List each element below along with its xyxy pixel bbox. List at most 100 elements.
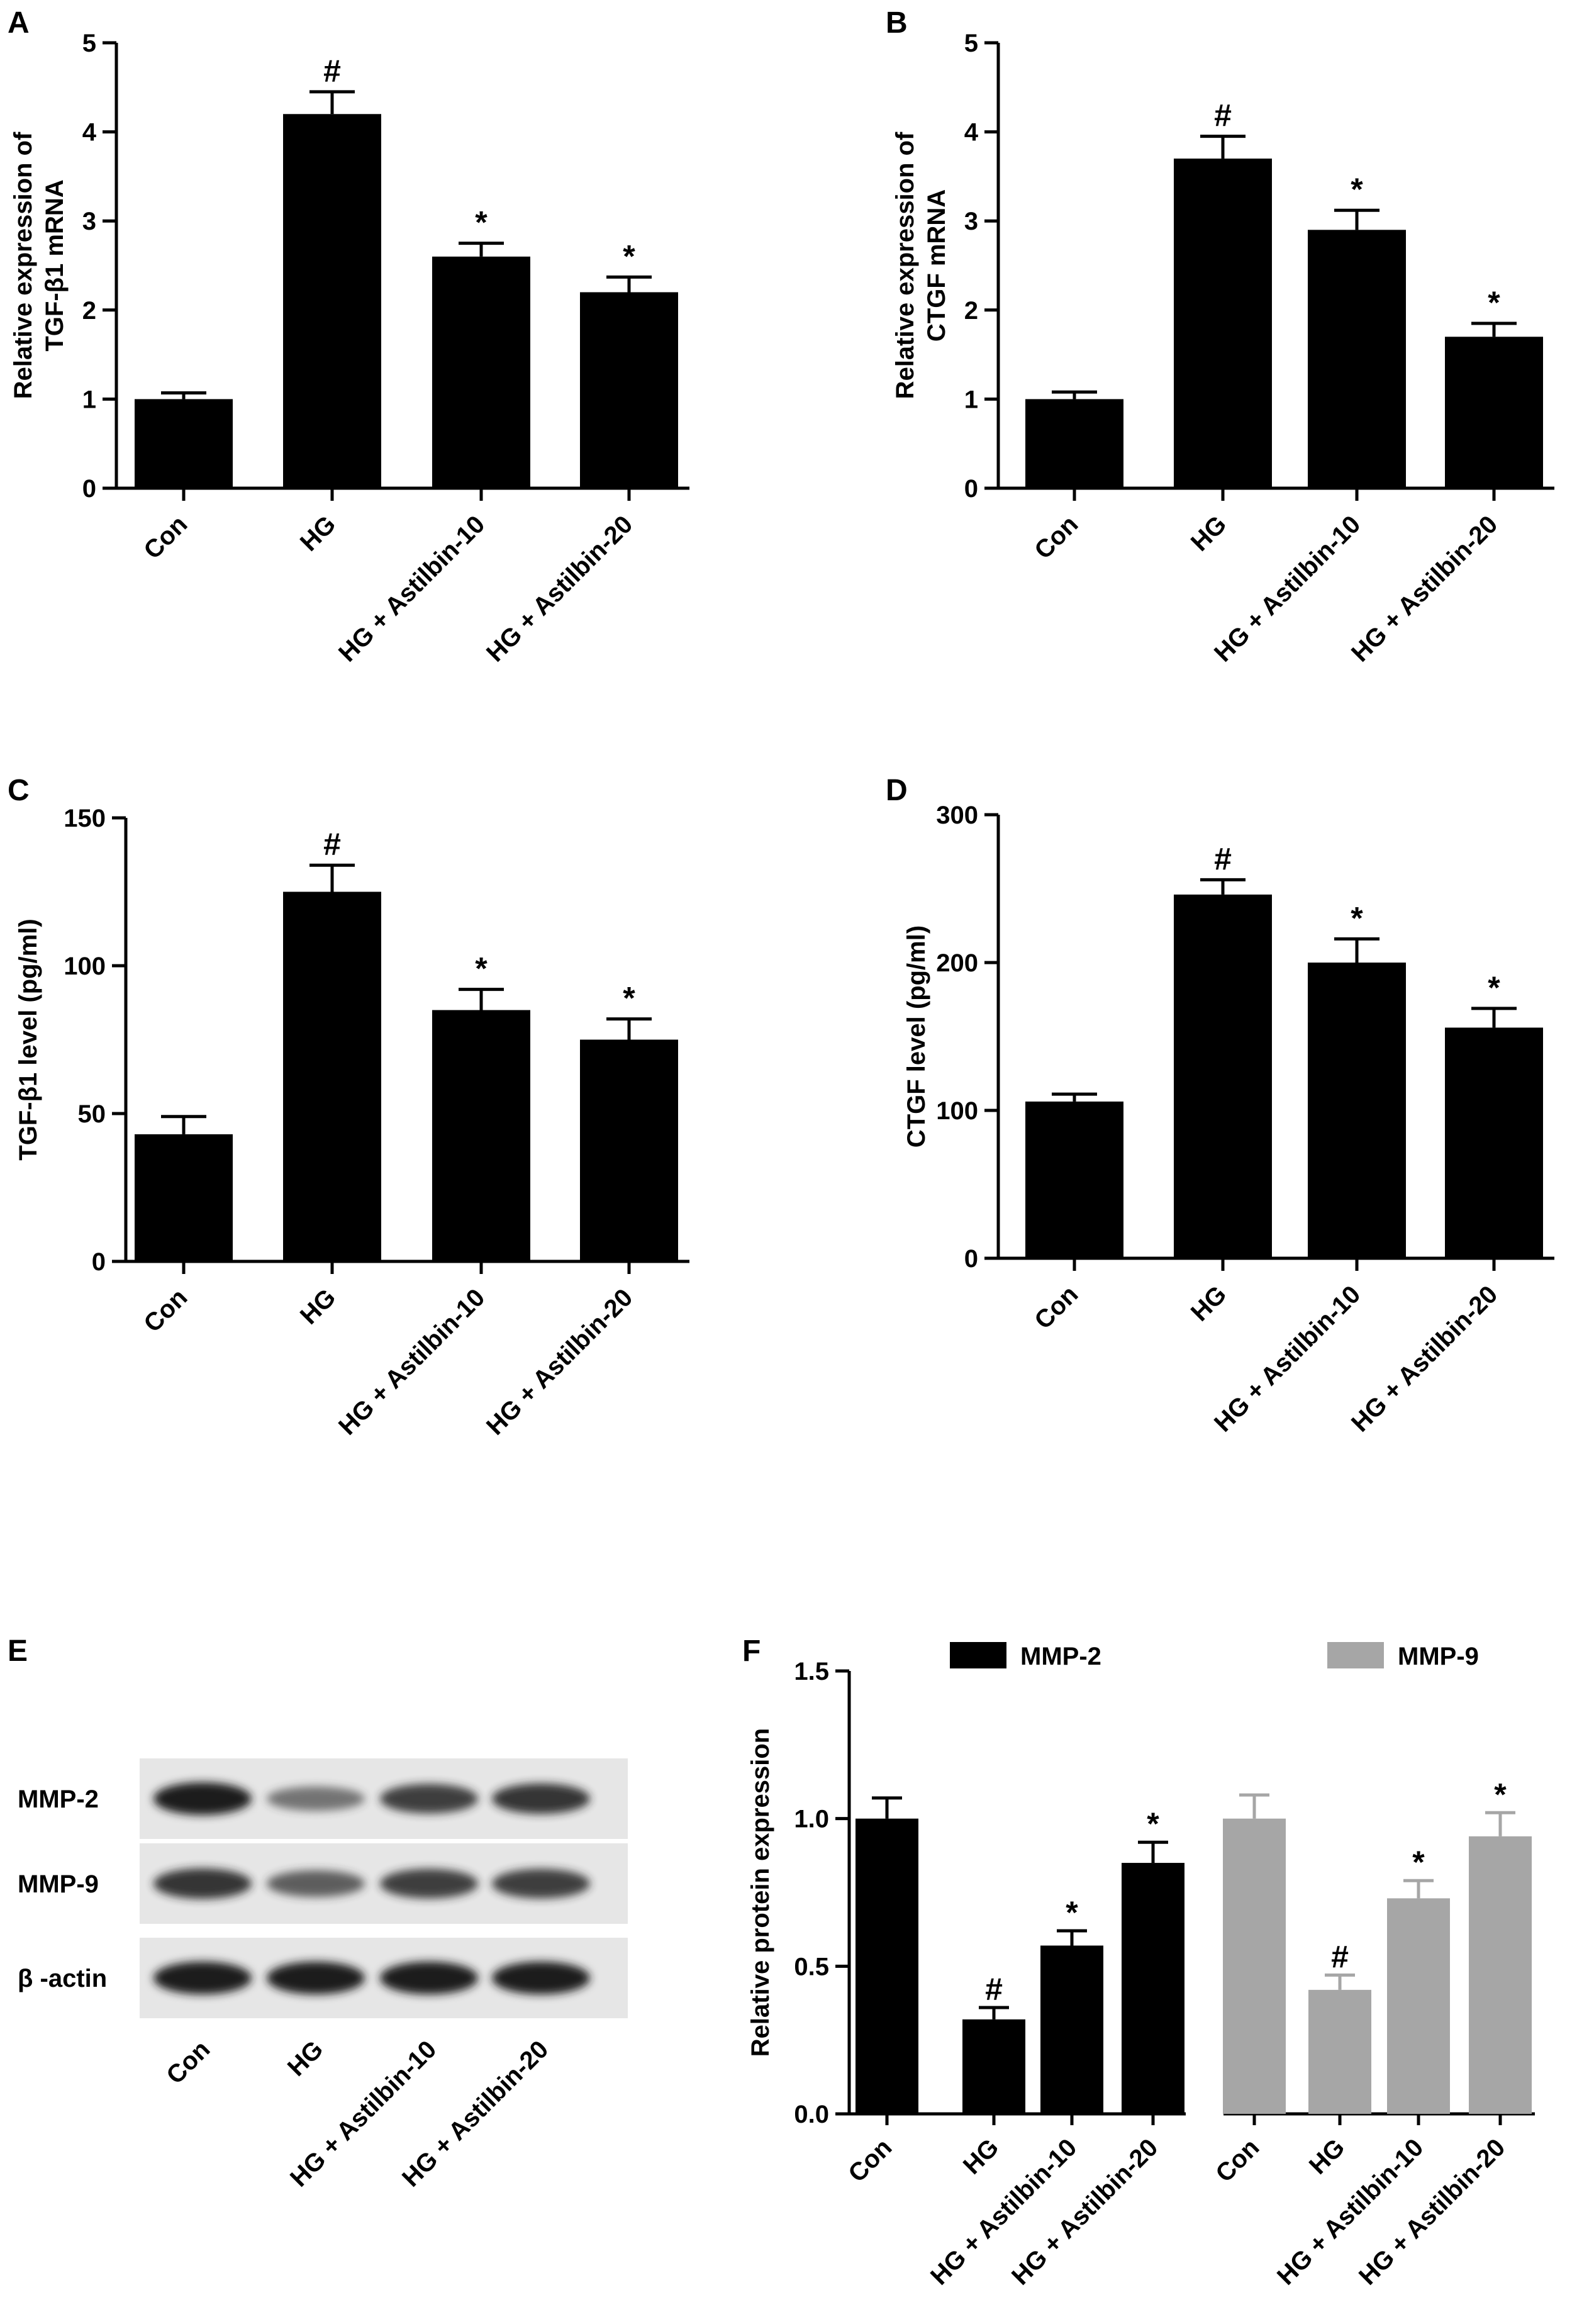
blot-band <box>492 1962 590 1994</box>
bar <box>283 114 381 488</box>
x-tick-label: Con <box>1029 1280 1083 1334</box>
bar <box>1122 1863 1184 2114</box>
panel-letter-b: B <box>886 6 908 40</box>
y-tick-label: 0 <box>964 475 978 503</box>
x-tick-label: HG + Astilbin-10 <box>333 1283 490 1440</box>
bar <box>1387 1898 1450 2114</box>
bar <box>432 256 530 488</box>
y-tick-label: 0.5 <box>794 1953 829 1980</box>
bar <box>856 1818 918 2114</box>
panel-letter-d: D <box>886 774 908 807</box>
y-tick-label: 1.5 <box>794 1658 829 1685</box>
significance-marker: # <box>1214 841 1232 876</box>
significance-marker: # <box>985 1972 1003 2007</box>
bar <box>1308 963 1406 1258</box>
y-tick-label: 2 <box>964 297 978 325</box>
y-tick-label: 2 <box>82 297 96 325</box>
panel-b-chart: 0 1 2 3 4 5 Relative expression of CTGF mRNA Con… <box>891 30 1554 668</box>
significance-marker: # <box>323 53 341 89</box>
y-axis-label: TGF-β1 mRNA <box>41 179 69 351</box>
bar <box>135 1134 233 1261</box>
x-tick-label: Con <box>1210 2133 1264 2187</box>
x-tick-label: Con <box>843 2133 897 2187</box>
y-tick-label: 1 <box>82 386 96 413</box>
panel-letter-f: F <box>742 1634 761 1668</box>
bar <box>1445 1027 1543 1258</box>
bar <box>1223 1818 1286 2114</box>
significance-marker: * <box>475 205 488 240</box>
x-tick-label: HG <box>1304 2133 1351 2180</box>
x-tick-label: HG <box>295 510 342 557</box>
x-tick-label: HG + Astilbin-10 <box>1209 510 1366 667</box>
blot-band <box>267 1870 365 1897</box>
x-tick-label: HG + Astilbin-10 <box>1209 1280 1366 1437</box>
y-tick-label: 100 <box>936 1097 978 1125</box>
y-tick-label: 3 <box>82 208 96 235</box>
bar <box>1308 230 1406 488</box>
bar <box>1174 159 1272 488</box>
bar <box>283 891 381 1261</box>
panel-letter-e: E <box>8 1634 28 1668</box>
bar <box>1025 1101 1123 1258</box>
bar <box>1445 337 1543 488</box>
significance-marker: * <box>1488 970 1500 1005</box>
blot-band <box>492 1869 590 1899</box>
bar <box>1308 1989 1371 2114</box>
x-tick-label: HG + Astilbin-20 <box>1006 2133 1163 2290</box>
panel-c-chart: 0 50 100 150 TGF-β1 level (pg/ml) Con # HG * HG +… <box>14 805 689 1441</box>
y-tick-label: 0.0 <box>794 2101 829 2128</box>
x-tick-label: HG <box>295 1283 342 1330</box>
bar <box>580 1039 678 1261</box>
panel-f-chart: 0.0 0.5 1.0 1.5 Relative protein expression M… <box>747 1642 1535 2291</box>
x-tick-label: HG + Astilbin-20 <box>481 510 638 667</box>
y-tick-label: 3 <box>964 208 978 235</box>
blot-band <box>492 1783 590 1814</box>
blot-band <box>267 1786 365 1811</box>
x-tick-label: Con <box>138 510 192 564</box>
blot-band <box>380 1784 478 1814</box>
significance-marker: * <box>1488 285 1500 320</box>
y-axis-label: Relative protein expression <box>747 1728 774 2057</box>
y-axis-label: CTGF level (pg/ml) <box>903 925 930 1148</box>
blot-band <box>380 1962 478 1994</box>
panel-d-chart: 0 100 200 300 CTGF level (pg/ml) Con # HG * HG + … <box>903 802 1554 1438</box>
blot-row-label: MMP-9 <box>18 1870 99 1898</box>
x-tick-label: HG + Astilbin-10 <box>925 2133 1082 2290</box>
y-tick-label: 0 <box>964 1245 978 1273</box>
panel-letter-a: A <box>8 6 30 40</box>
y-tick-label: 1.0 <box>794 1806 829 1833</box>
significance-marker: # <box>1331 1939 1349 1974</box>
blot-lane-label: Con <box>161 2035 215 2089</box>
y-tick-label: 300 <box>936 802 978 829</box>
blot-band <box>153 1782 252 1815</box>
y-tick-label: 5 <box>82 30 96 57</box>
bar <box>1469 1836 1532 2114</box>
blot-band <box>153 1868 252 1899</box>
y-tick-label: 50 <box>78 1100 106 1128</box>
x-tick-label: Con <box>138 1283 192 1338</box>
panel-a-chart: 0 1 2 3 4 5 Relative expression of TGF-β1 mRNA C… <box>9 30 689 668</box>
x-tick-label: HG <box>1186 510 1232 557</box>
significance-marker: * <box>1412 1845 1425 1880</box>
y-tick-label: 4 <box>82 119 97 147</box>
significance-marker: # <box>1214 98 1232 133</box>
y-tick-label: 0 <box>92 1248 106 1276</box>
legend-label: MMP-9 <box>1398 1643 1479 1670</box>
y-axis-label: TGF-β1 level (pg/ml) <box>14 919 42 1160</box>
y-axis-label: CTGF mRNA <box>923 189 950 342</box>
significance-marker: * <box>1066 1895 1078 1930</box>
legend-swatch <box>950 1642 1006 1668</box>
blot-band <box>380 1869 478 1899</box>
significance-marker: # <box>323 827 341 862</box>
x-tick-label: HG + Astilbin-20 <box>1346 510 1503 667</box>
y-tick-label: 150 <box>64 805 106 832</box>
bar <box>135 399 233 488</box>
blot-row-label: β -actin <box>18 1965 107 1992</box>
x-tick-label: HG + Astilbin-20 <box>1346 1280 1503 1437</box>
y-tick-label: 1 <box>964 386 978 413</box>
significance-marker: * <box>1351 172 1363 207</box>
y-axis-label: Relative expression of <box>9 131 37 399</box>
significance-marker: * <box>1351 900 1363 936</box>
